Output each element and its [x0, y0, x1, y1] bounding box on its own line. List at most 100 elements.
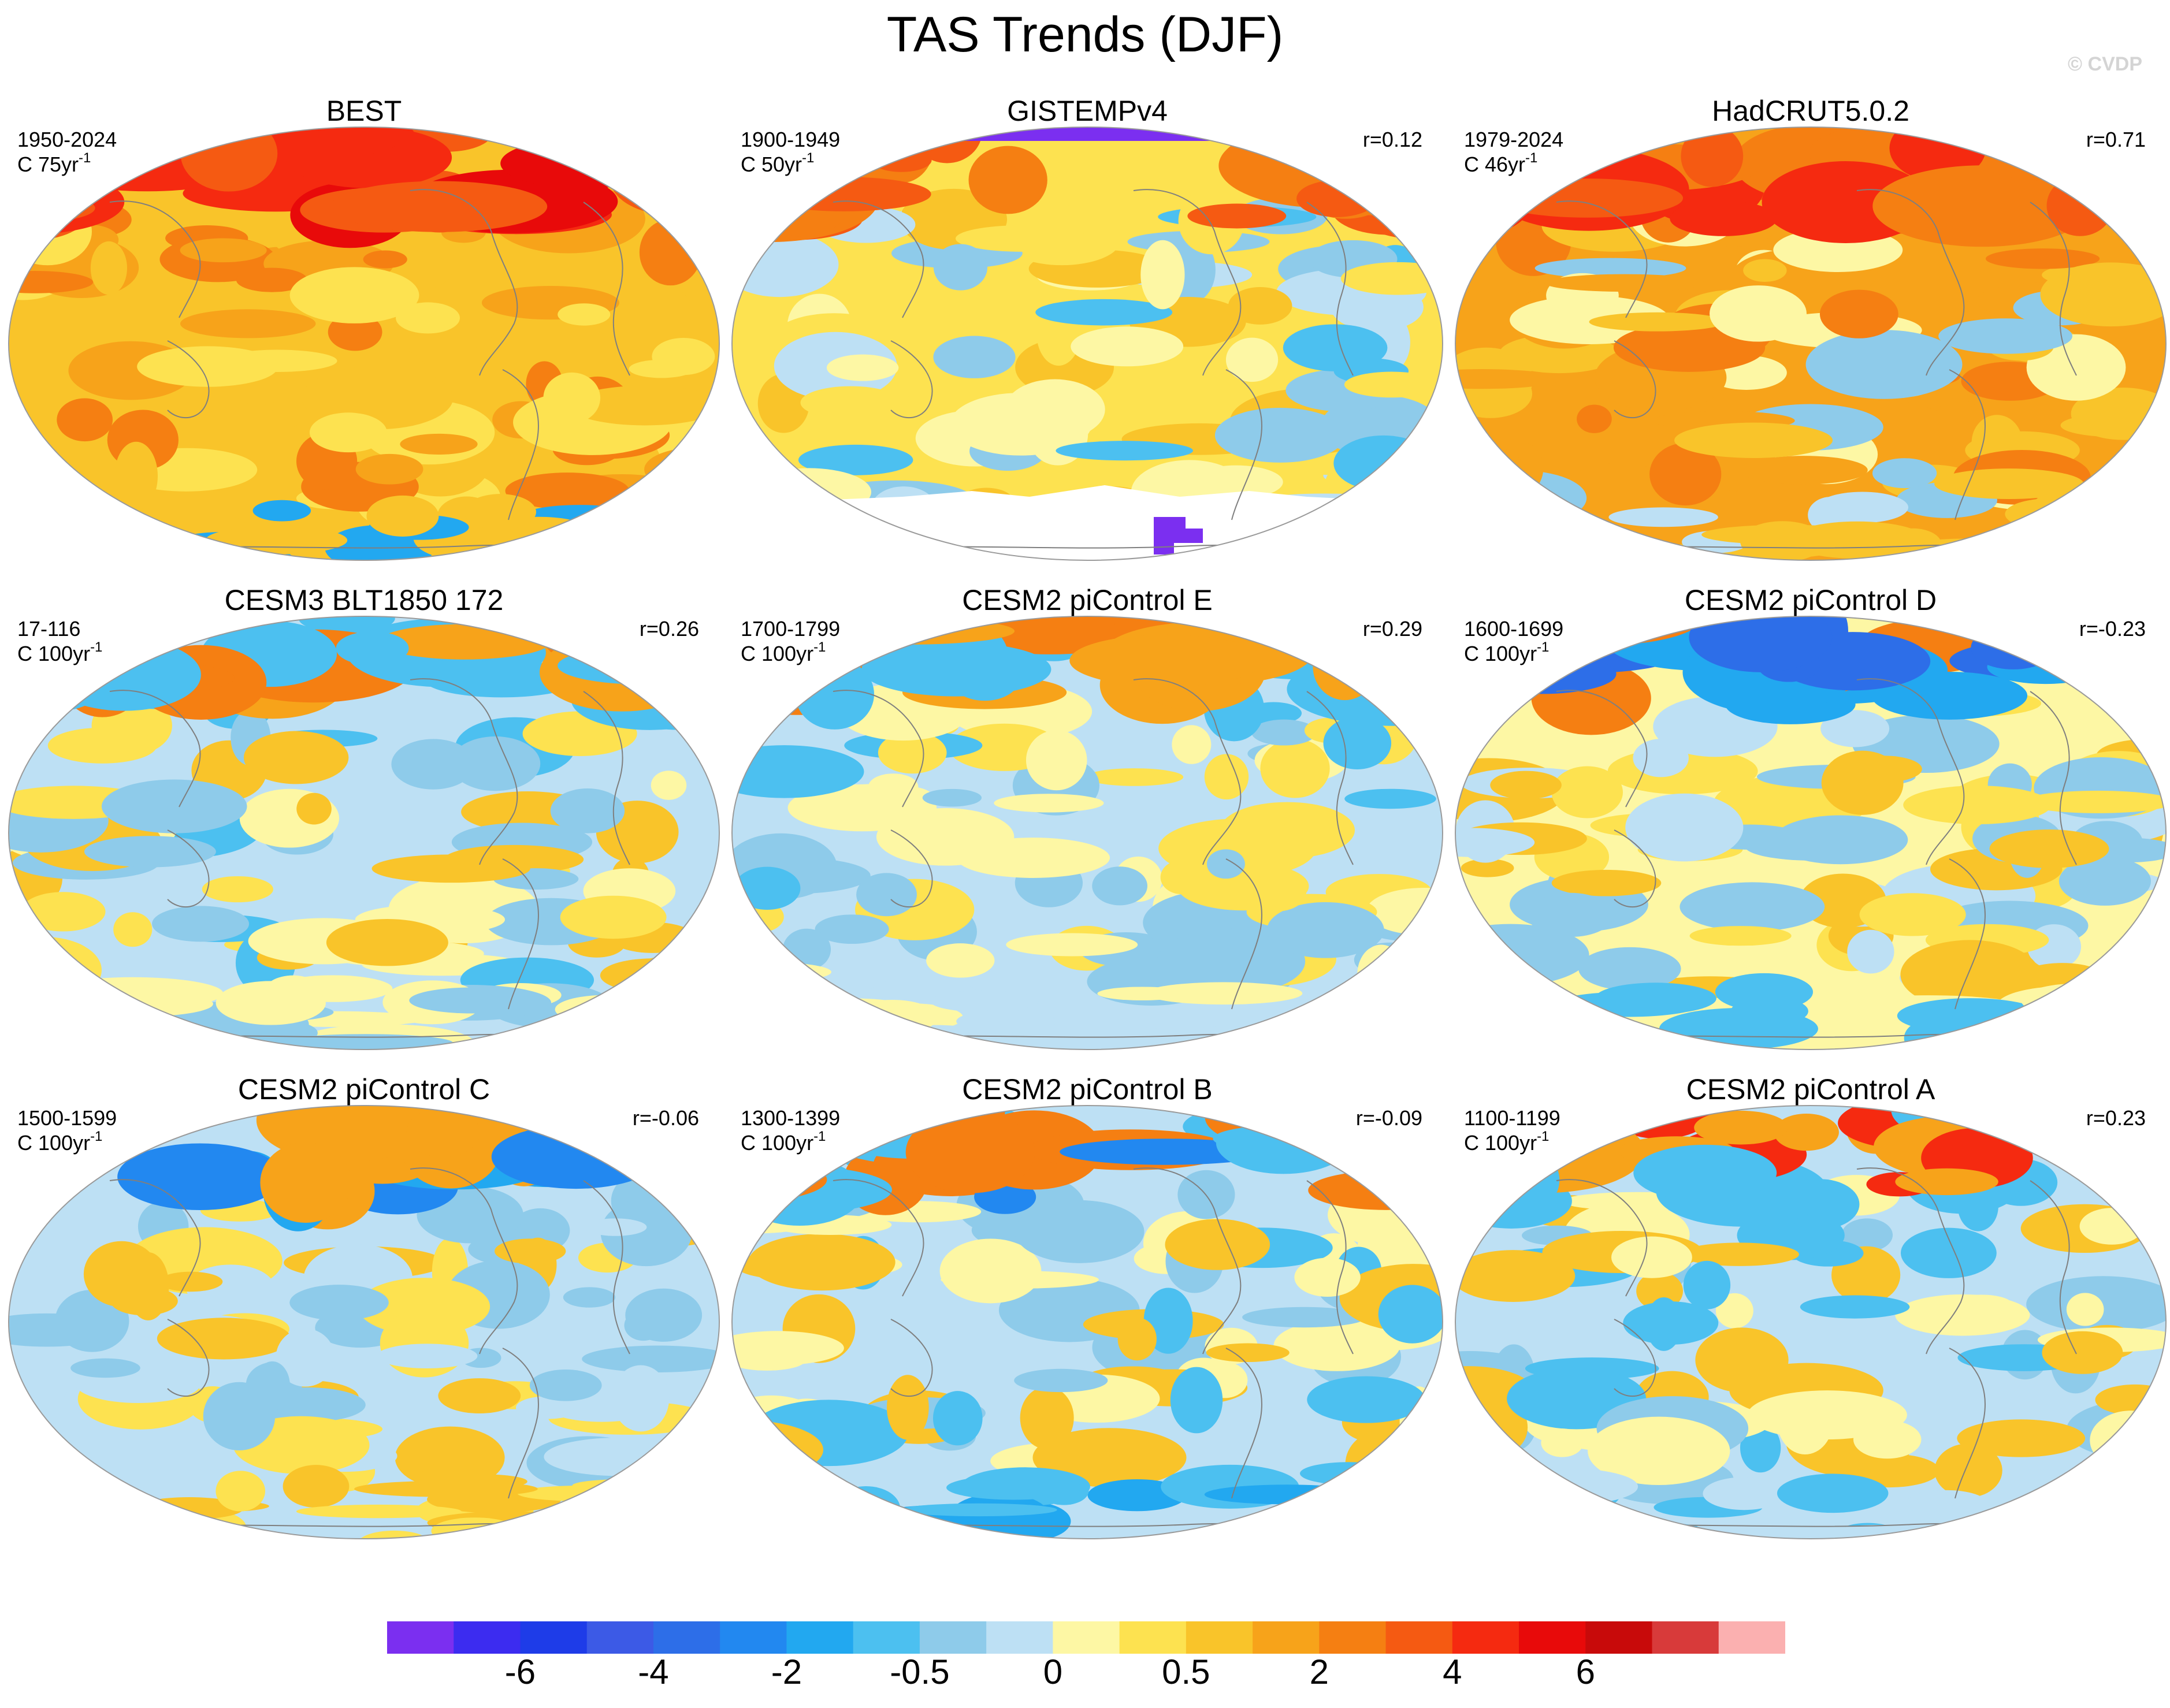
anomaly-blob — [1774, 1113, 1839, 1151]
anomaly-blob — [1483, 453, 1529, 509]
anomaly-blob — [431, 1517, 519, 1539]
anomaly-blob — [584, 1218, 647, 1236]
antarctic-anomaly-patch — [1154, 517, 1203, 555]
anomaly-blob — [1681, 127, 1744, 187]
map-panel-cesm3-blt1850: CESM3 BLT1850 172 17-116 C 100yr-1 r=0.2… — [6, 584, 722, 1073]
anomaly-blob — [2047, 1504, 2110, 1539]
anomaly-blob — [946, 1475, 1082, 1500]
main-title: TAS Trends (DJF) — [886, 7, 1284, 62]
anomaly-blob — [1283, 324, 1388, 371]
anomaly-blob — [1526, 1517, 1584, 1538]
panel-correlation: r=0.29 — [1362, 617, 1422, 641]
anomaly-blob — [127, 1252, 169, 1320]
colorbar-label: 0 — [1043, 1653, 1063, 1691]
anomaly-blob — [1957, 1419, 2086, 1457]
anomaly-blob — [243, 731, 349, 784]
anomaly-blob — [1613, 323, 1766, 372]
anomaly-blob — [1841, 1218, 1893, 1252]
anomaly-blob — [1344, 371, 1439, 398]
anomaly-blob — [1985, 248, 2100, 269]
anomaly-blob — [1578, 947, 1681, 991]
anomaly-blob — [1551, 766, 1623, 818]
anomaly-blob — [629, 359, 694, 378]
anomaly-blob — [355, 453, 423, 485]
anomaly-blob — [1871, 672, 2028, 720]
anomaly-blob — [582, 1345, 719, 1372]
anomaly-blob — [749, 1400, 909, 1467]
anomaly-blob — [254, 1361, 291, 1411]
anomaly-blob — [815, 914, 889, 944]
anomaly-blob — [114, 441, 158, 511]
anomaly-blob — [1187, 203, 1287, 229]
map-field — [9, 1106, 719, 1539]
anomaly-blob — [1299, 1462, 1398, 1485]
anomaly-blob — [9, 271, 94, 293]
anomaly-blob — [1975, 1029, 2128, 1050]
anomaly-blob — [1494, 1468, 1638, 1505]
anomaly-blob — [968, 146, 1047, 214]
map-panel-gistemp: GISTEMPv4 1900-1949 C 50yr-1 r=0.12 — [729, 95, 1446, 583]
anomaly-blob — [1859, 893, 1966, 936]
anomaly-blob — [889, 1040, 984, 1050]
anomaly-blob — [1491, 178, 1684, 218]
anomaly-blob — [1679, 1242, 1799, 1266]
map-panel-picontrol-a: CESM2 piControl A 1100-1199 C 100yr-1 r=… — [1452, 1073, 2169, 1562]
anomaly-blob — [831, 1486, 901, 1532]
anomaly-blob — [1069, 634, 1264, 687]
anomaly-blob — [406, 1107, 480, 1158]
panel-units: C 100yr-1 — [1464, 639, 1550, 665]
anomaly-blob — [544, 1437, 693, 1476]
anomaly-blob — [1670, 200, 1777, 236]
globe-outline — [731, 616, 1443, 1050]
anomaly-blob — [500, 138, 667, 189]
anomaly-blob — [1847, 929, 1894, 974]
anomaly-blob — [205, 526, 348, 555]
panel-period: 1950-2024 — [17, 128, 117, 151]
coastlines — [1556, 189, 2100, 555]
anomaly-blob — [2090, 1411, 2166, 1470]
anomaly-blob — [1689, 926, 1792, 946]
anomaly-blob — [1455, 1250, 1576, 1302]
anomaly-blob — [1331, 282, 1424, 332]
anomaly-blob — [1206, 849, 1245, 879]
anomaly-blob — [612, 1365, 670, 1432]
anomaly-blob — [563, 1287, 615, 1308]
anomaly-blob — [1773, 815, 1908, 865]
anomaly-blob — [1903, 786, 2052, 824]
anomaly-blob — [180, 238, 267, 263]
anomaly-blob — [1938, 318, 2072, 354]
anomaly-blob — [732, 479, 826, 507]
map-globe — [731, 1105, 1443, 1539]
anomaly-blob — [624, 1310, 663, 1341]
panel-period: 1600-1699 — [1464, 617, 1564, 641]
colorbar-box — [454, 1621, 521, 1654]
anomaly-blob — [1477, 529, 1610, 559]
map-panel-picontrol-c: CESM2 piControl C 1500-1599 C 100yr-1 r=… — [6, 1073, 722, 1562]
anomaly-blob — [494, 1238, 566, 1264]
colorbar-box — [853, 1621, 920, 1654]
anomaly-blob — [256, 1106, 434, 1162]
anomaly-blob — [70, 1358, 140, 1378]
anomaly-blob — [1092, 866, 1148, 906]
anomaly-blob — [861, 642, 1051, 697]
anomaly-blob — [586, 127, 670, 172]
anomaly-blob — [785, 998, 913, 1021]
colorbar-box — [1452, 1621, 1519, 1654]
anomaly-blob — [1307, 1376, 1425, 1423]
anomaly-blob — [775, 1509, 874, 1539]
anomaly-blob — [1455, 177, 1521, 204]
anomaly-blob — [651, 771, 687, 800]
map-panel-hadcrut: HadCRUT5.0.2 1979-2024 C 46yr-1 r=0.71 — [1452, 95, 2169, 583]
anomaly-blob — [1085, 768, 1184, 786]
anomaly-blob — [215, 981, 326, 1025]
anomaly-blob — [376, 1344, 478, 1368]
globe-outline — [8, 126, 720, 561]
anomaly-blob — [1140, 240, 1185, 310]
anomaly-blob — [732, 961, 795, 1002]
colorbar-box — [1585, 1621, 1653, 1654]
anomaly-blob — [1455, 369, 1561, 389]
anomaly-blob — [1777, 1473, 1889, 1513]
panel-title: GISTEMPv4 — [1007, 95, 1168, 127]
anomaly-blob — [2042, 1331, 2123, 1374]
anomaly-blob — [1581, 1521, 1715, 1539]
